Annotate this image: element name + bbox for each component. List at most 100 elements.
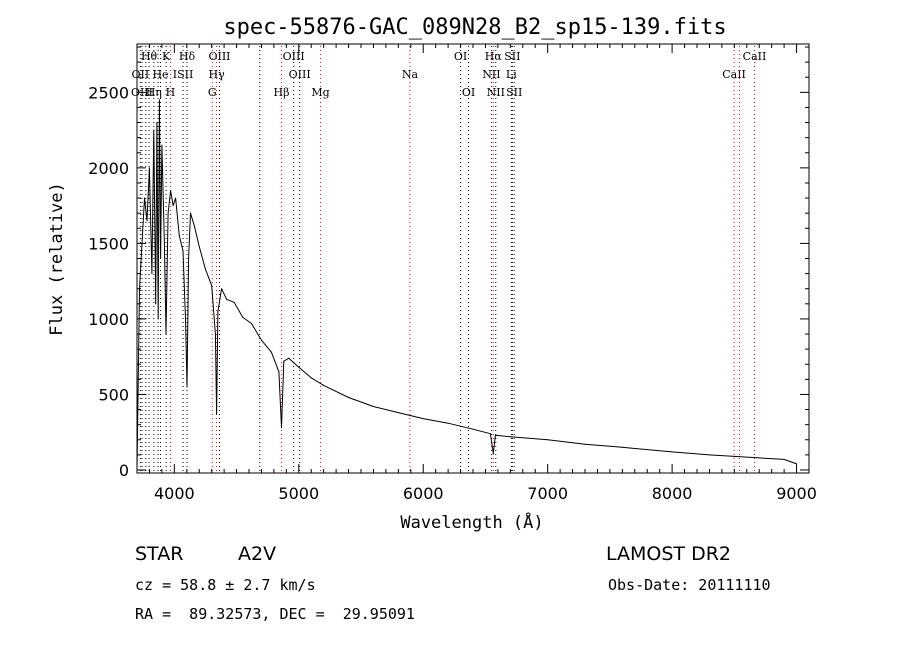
spectrum-point-0-35 xyxy=(233,301,235,303)
spectrum-point-0-23 xyxy=(186,386,188,388)
spectrum-point-0-15 xyxy=(165,333,167,335)
line-marker-label-25: NII xyxy=(487,86,505,99)
spectrum-point-0-45 xyxy=(310,377,312,379)
spectrum-point-0-46 xyxy=(323,384,325,386)
spectrum-point-0-44 xyxy=(298,366,300,368)
spectrum-point-0-47 xyxy=(348,396,350,398)
line-marker-label-14: Na xyxy=(402,68,419,81)
spectrum-point-0-61 xyxy=(708,454,710,456)
spectrum-point-0-34 xyxy=(226,298,228,300)
spectrum-point-0-11 xyxy=(158,99,160,101)
line-marker-label-24: OI xyxy=(462,86,475,99)
line-marker-label-0: Hθ xyxy=(141,50,158,63)
line-marker-label-19: Hη xyxy=(146,86,162,99)
spectrum-point-0-4 xyxy=(146,220,148,222)
spectrum-point-0-57 xyxy=(547,439,549,441)
line-marker-label-15: NII xyxy=(482,68,500,81)
line-marker-label-2: Hδ xyxy=(179,50,196,63)
y-tick-label-2000: 2000 xyxy=(88,159,129,178)
spectrum-point-0-13 xyxy=(161,144,163,146)
spectrum-point-0-6 xyxy=(151,273,153,275)
spectrum-point-0-58 xyxy=(584,443,586,445)
spectrum-point-0-24 xyxy=(188,258,190,259)
line-marker-label-26: SII xyxy=(506,86,522,99)
spectrum-point-0-18 xyxy=(172,205,174,207)
object-class: STAR xyxy=(135,543,184,565)
series-layer xyxy=(136,99,798,471)
line-marker-label-21: G xyxy=(208,86,217,99)
y-axis-label: Flux (relative) xyxy=(47,182,67,336)
spectrum-point-0-10 xyxy=(157,318,159,320)
x-tick-label-6000: 6000 xyxy=(403,484,444,503)
spectrum-point-0-16 xyxy=(167,212,169,214)
line-marker-label-12: Hγ xyxy=(209,68,226,81)
line-marker-label-4: OIII xyxy=(283,50,305,63)
spectrum-point-0-41 xyxy=(280,427,282,429)
line-marker-label-23: Mg xyxy=(311,86,329,99)
spectrum-point-0-30 xyxy=(214,333,216,335)
spectrum-point-0-21 xyxy=(182,250,184,252)
spectrum-point-0-39 xyxy=(270,351,272,353)
spectrum-point-0-33 xyxy=(221,288,223,290)
spectrum-point-0-43 xyxy=(288,357,290,359)
spectrum-point-0-28 xyxy=(204,268,206,270)
spectrum-point-0-7 xyxy=(153,129,155,131)
y-tick-label-0: 0 xyxy=(119,461,129,480)
spectrum-point-0-48 xyxy=(372,406,374,408)
spectrum-point-0-54 xyxy=(492,452,494,454)
spectrum-point-0-49 xyxy=(397,412,399,414)
y-axis-ticks: 0 500 1000 1500 2000 2500 xyxy=(88,46,809,480)
line-marker-label-6: Hα xyxy=(485,50,503,63)
y-tick-label-500: 500 xyxy=(98,385,129,404)
spectrum-point-0-42 xyxy=(283,360,285,362)
line-marker-label-1: K xyxy=(162,50,171,63)
x-axis-label: Wavelength (Å) xyxy=(400,511,543,533)
survey-name: LAMOST DR2 xyxy=(606,543,731,565)
spectrum-point-0-38 xyxy=(260,339,262,341)
redshift-cz: cz = 58.8 ± 2.7 km/s xyxy=(135,576,316,594)
x-tick-label-8000: 8000 xyxy=(652,484,693,503)
spectrum-point-0-29 xyxy=(211,285,213,287)
line-marker-label-10: He xyxy=(152,68,168,81)
y-tick-label-1500: 1500 xyxy=(88,234,129,253)
x-axis-ticks: 4000 5000 6000 7000 8000 9000 xyxy=(148,44,817,503)
x-tick-label-5000: 5000 xyxy=(278,484,319,503)
spectrum-point-0-5 xyxy=(148,167,150,169)
spectrum-point-0-9 xyxy=(156,122,158,124)
spectrum-point-0-60 xyxy=(671,451,673,453)
spectrum-point-0-17 xyxy=(170,190,172,192)
spectrum-point-0-3 xyxy=(143,197,145,199)
line-marker-label-13: OIII xyxy=(289,68,311,81)
spectrum-point-0-64 xyxy=(783,458,785,460)
spectrum-point-0-37 xyxy=(250,322,252,324)
observation-date: Obs-Date: 20111110 xyxy=(608,576,771,594)
spectrum-point-0-59 xyxy=(621,446,623,448)
plot-frame xyxy=(136,43,810,474)
x-tick-label-4000: 4000 xyxy=(154,484,195,503)
x-tick-label-7000: 7000 xyxy=(527,484,568,503)
spectrum-point-0-50 xyxy=(422,418,424,420)
line-marker-label-17: CaII xyxy=(722,68,746,81)
spectrum-line-0 xyxy=(136,99,797,471)
spectrum-point-0-19 xyxy=(175,197,177,199)
spectrum-point-0-25 xyxy=(190,212,192,214)
line-marker-label-5: OI xyxy=(454,50,467,63)
spectrum-point-0-26 xyxy=(193,224,195,226)
spectrum-point-0-52 xyxy=(472,428,474,430)
spectrum-point-0-12 xyxy=(160,258,162,259)
spectrum-point-0-27 xyxy=(198,245,200,247)
spectrum-point-0-56 xyxy=(509,436,511,438)
spectrum-point-0-8 xyxy=(155,303,157,305)
object-subclass: A2V xyxy=(238,543,277,565)
spectrum-point-0-63 xyxy=(758,457,760,459)
coordinates: RA = 89.32573, DEC = 29.95091 xyxy=(135,605,415,623)
spectrum-point-0-55 xyxy=(494,434,496,436)
spectrum-point-0-22 xyxy=(185,318,187,320)
spectrum-point-0-36 xyxy=(242,316,244,318)
y-tick-label-2500: 2500 xyxy=(88,83,129,102)
spectrum-point-0-14 xyxy=(163,242,165,244)
line-marker-label-16: Li xyxy=(506,68,517,81)
spectrum-point-0-62 xyxy=(733,455,735,457)
